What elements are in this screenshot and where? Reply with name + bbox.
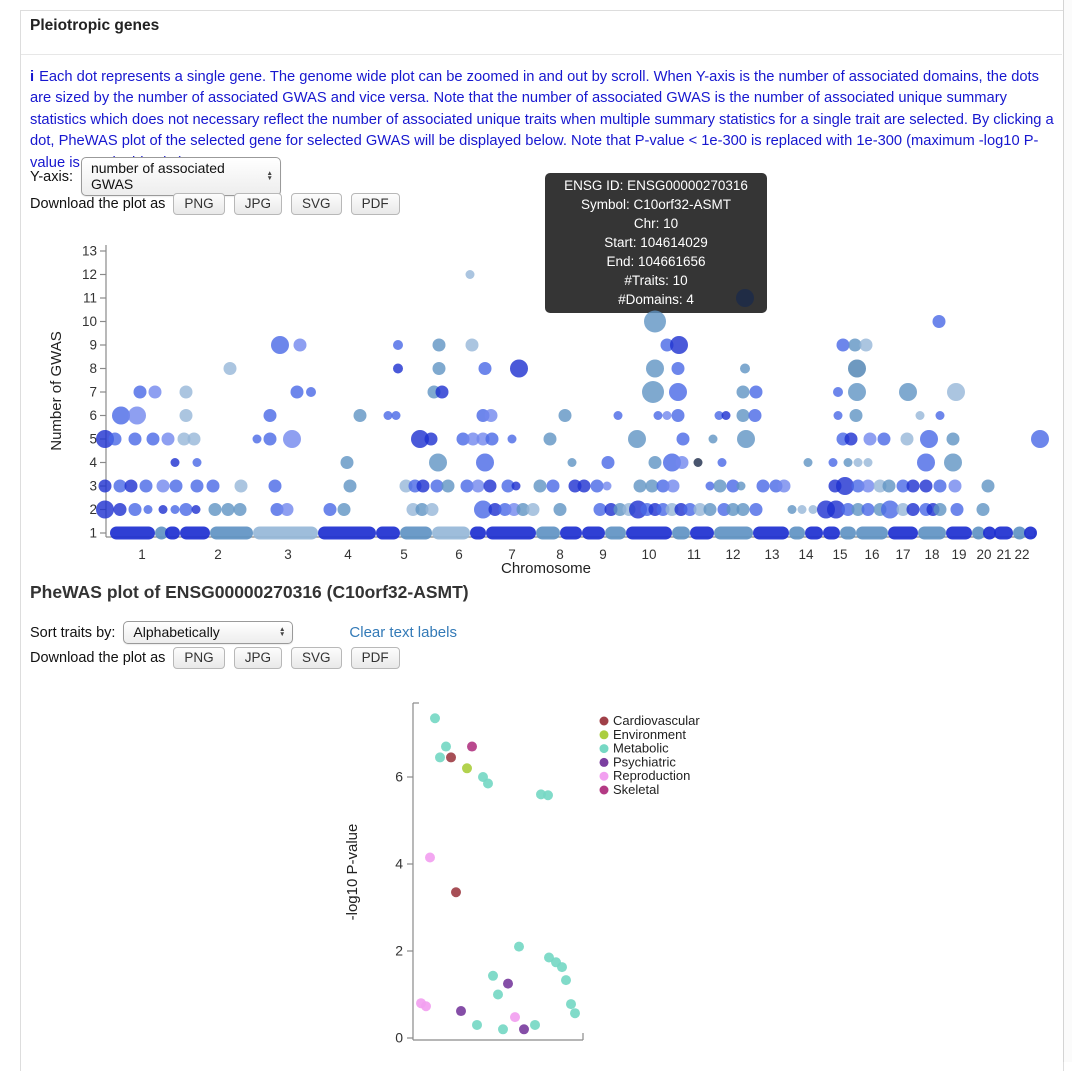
sort-select-value: Alphabetically xyxy=(133,624,220,640)
panel-header-divider xyxy=(21,54,1062,55)
download-svg-button[interactable]: SVG xyxy=(291,193,342,215)
tooltip-start: Start: 104614029 xyxy=(604,235,708,250)
sort-label: Sort traits by: xyxy=(30,624,116,641)
download-pdf-button[interactable]: PDF xyxy=(350,647,400,669)
yaxis-select[interactable]: number of associated GWAS ▲ ▼ xyxy=(80,157,281,196)
download-row-phewas: Download the plot as PNG JPG SVG PDF xyxy=(30,647,400,669)
download-svg-button[interactable]: SVG xyxy=(291,647,342,669)
info-paragraph: i Each dot represents a single gene. The … xyxy=(30,67,1054,174)
download-jpg-button[interactable]: JPG xyxy=(233,193,282,215)
page-title: Pleiotropic genes xyxy=(30,17,160,34)
download-label: Download the plot as xyxy=(30,196,166,212)
tooltip-symbol: Symbol: C10orf32-ASMT xyxy=(580,197,732,212)
tooltip-traits: #Traits: 10 xyxy=(624,273,688,288)
download-pdf-button[interactable]: PDF xyxy=(350,193,400,215)
select-stepper-icon: ▲ ▼ xyxy=(266,169,273,182)
sort-row: Sort traits by: Alphabetically ▲ ▼ Clear … xyxy=(30,621,457,644)
sort-select[interactable]: Alphabetically ▲ ▼ xyxy=(123,621,294,644)
tooltip-end: End: 104661656 xyxy=(606,254,706,269)
gene-tooltip: ENSG ID: ENSG00000270316 Symbol: C10orf3… xyxy=(545,173,767,313)
select-stepper-icon: ▲ ▼ xyxy=(278,625,286,638)
download-row-genome: Download the plot as PNG JPG SVG PDF xyxy=(30,193,400,215)
yaxis-row: Y-axis: number of associated GWAS ▲ ▼ xyxy=(30,157,281,196)
yaxis-label: Y-axis: xyxy=(30,168,73,185)
info-icon: i xyxy=(30,69,35,85)
clear-text-labels-link[interactable]: Clear text labels xyxy=(349,624,457,641)
yaxis-select-value: number of associated GWAS xyxy=(90,160,225,192)
download-jpg-button[interactable]: JPG xyxy=(233,647,282,669)
info-text: Each dot represents a single gene. The g… xyxy=(30,69,1054,171)
download-png-button[interactable]: PNG xyxy=(173,193,225,215)
tooltip-chr: Chr: 10 xyxy=(633,216,679,231)
download-label: Download the plot as xyxy=(30,650,166,666)
phewas-title: PheWAS plot of ENSG00000270316 (C10orf32… xyxy=(30,582,469,602)
tooltip-ensg-id: ENSG ID: ENSG00000270316 xyxy=(564,178,748,193)
download-png-button[interactable]: PNG xyxy=(173,647,225,669)
tooltip-domains: #Domains: 4 xyxy=(618,292,694,307)
page-right-edge xyxy=(1063,0,1072,1062)
